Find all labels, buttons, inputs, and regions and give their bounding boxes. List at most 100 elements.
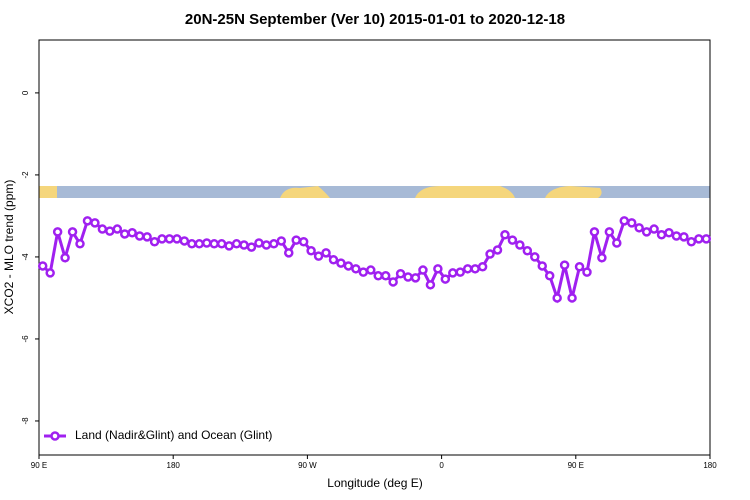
data-point <box>522 246 533 256</box>
data-point <box>202 238 212 248</box>
y-tick-label: -6 <box>21 335 30 343</box>
data-point <box>567 293 577 303</box>
data-point <box>440 274 451 284</box>
data-point <box>388 277 398 287</box>
data-point <box>485 249 495 259</box>
data-point <box>209 239 219 249</box>
data-point <box>597 253 607 263</box>
data-point <box>515 240 525 250</box>
data-point <box>52 227 63 237</box>
y-tick-label: -2 <box>21 171 30 179</box>
data-point <box>321 248 331 258</box>
data-point <box>231 239 242 249</box>
data-point <box>187 239 197 249</box>
data-point <box>164 234 175 244</box>
data-point <box>694 234 704 244</box>
data-point <box>403 272 413 282</box>
data-point <box>686 237 697 247</box>
data-point <box>448 268 458 278</box>
data-point <box>425 280 436 290</box>
data-point <box>679 232 689 242</box>
data-point <box>462 264 473 274</box>
data-point <box>254 238 264 248</box>
y-tick-label: -8 <box>21 417 30 425</box>
data-point <box>656 230 667 240</box>
data-point <box>492 245 503 255</box>
x-tick-label: 90 W <box>298 461 317 470</box>
data-point <box>626 218 637 228</box>
data-point <box>142 232 152 242</box>
x-axis-label: Longitude (deg E) <box>327 476 422 490</box>
data-point <box>701 234 712 244</box>
chart-title: 20N-25N September (Ver 10) 2015-01-01 to… <box>185 11 565 28</box>
data-point <box>470 264 480 274</box>
data-point <box>537 261 547 271</box>
data-point <box>649 224 659 234</box>
data-point <box>239 240 249 250</box>
data-point <box>634 223 644 233</box>
data-point <box>664 227 674 238</box>
x-tick-label: 180 <box>703 461 717 470</box>
data-point <box>67 227 78 237</box>
data-point <box>544 271 555 281</box>
data-point <box>313 251 324 261</box>
data-point <box>97 224 108 234</box>
legend-label: Land (Nadir&Glint) and Ocean (Glint) <box>75 428 272 442</box>
data-point <box>366 265 376 275</box>
data-point <box>157 234 167 244</box>
data-point <box>582 267 592 277</box>
data-point <box>119 229 130 239</box>
data-point <box>351 264 361 274</box>
x-tick-label: 90 E <box>31 461 47 470</box>
data-point <box>589 227 600 237</box>
data-point <box>261 240 272 250</box>
y-tick-label: -4 <box>21 253 30 261</box>
data-point <box>500 230 510 240</box>
data-point <box>552 293 562 303</box>
data-point <box>410 273 421 283</box>
data-point <box>75 239 85 249</box>
x-tick-label: 180 <box>167 461 181 470</box>
data-point <box>172 234 182 244</box>
data-point <box>395 268 406 279</box>
data-point <box>641 227 652 237</box>
data-point <box>149 237 160 247</box>
y-tick-label: 0 <box>21 90 30 95</box>
data-point <box>507 235 518 245</box>
data-point <box>179 236 190 246</box>
data-point <box>298 237 309 247</box>
data-point <box>127 227 137 238</box>
data-point <box>373 271 383 281</box>
data-point <box>328 255 339 265</box>
data-point <box>284 248 294 258</box>
data-point <box>112 224 123 234</box>
data-point <box>291 235 301 245</box>
data-point <box>619 216 630 226</box>
data-point <box>455 267 465 277</box>
data-point <box>380 271 391 281</box>
data-point <box>224 241 234 251</box>
data-point <box>530 252 540 262</box>
data-point <box>336 258 346 268</box>
legend-marker <box>50 431 60 441</box>
data-point <box>433 264 443 274</box>
data-point <box>477 262 488 272</box>
y-axis-label: XCO2 - MLO trend (ppm) <box>2 180 16 315</box>
data-point <box>60 253 70 263</box>
x-tick-label: 90 E <box>568 461 584 470</box>
data-point <box>418 265 428 275</box>
data-point <box>45 268 55 278</box>
data-point <box>82 216 93 226</box>
data-point <box>246 242 257 252</box>
data-point <box>559 260 570 270</box>
data-point <box>269 239 279 249</box>
data-point <box>671 231 682 241</box>
data-point <box>358 267 369 277</box>
data-point <box>216 239 227 249</box>
data-point <box>37 261 48 271</box>
data-point <box>134 231 145 241</box>
map-strip <box>39 186 710 198</box>
data-point <box>574 262 585 272</box>
data-point <box>105 226 115 236</box>
